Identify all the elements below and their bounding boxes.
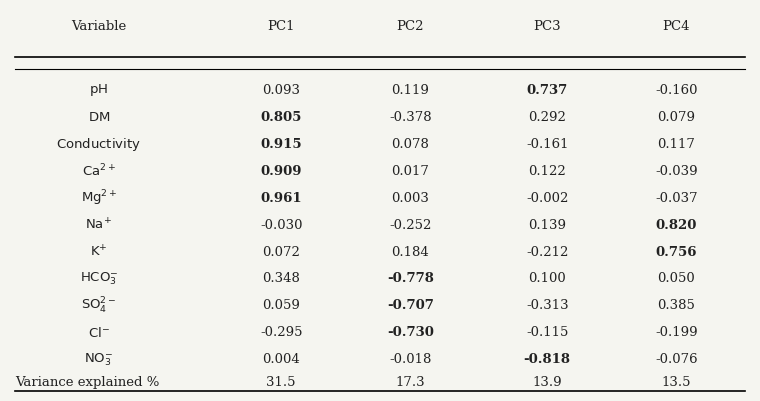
Text: $\mathrm{DM}$: $\mathrm{DM}$ xyxy=(87,111,110,124)
Text: $\mathrm{SO}_{4}^{2-}$: $\mathrm{SO}_{4}^{2-}$ xyxy=(81,295,116,315)
Text: 0.004: 0.004 xyxy=(262,352,300,365)
Text: 17.3: 17.3 xyxy=(396,375,425,388)
Text: 0.117: 0.117 xyxy=(657,138,695,150)
Text: -0.002: -0.002 xyxy=(526,191,568,204)
Text: 31.5: 31.5 xyxy=(267,375,296,388)
Text: -0.295: -0.295 xyxy=(260,326,302,338)
Text: 13.9: 13.9 xyxy=(533,375,562,388)
Text: -0.313: -0.313 xyxy=(526,299,568,312)
Text: -0.037: -0.037 xyxy=(655,191,698,204)
Text: $\mathrm{pH}$: $\mathrm{pH}$ xyxy=(89,82,109,98)
Text: 0.119: 0.119 xyxy=(391,84,429,97)
Text: $\mathrm{HCO}_{3}^{-}$: $\mathrm{HCO}_{3}^{-}$ xyxy=(80,270,118,287)
Text: 0.093: 0.093 xyxy=(262,84,300,97)
Text: 0.385: 0.385 xyxy=(657,299,695,312)
Text: -0.030: -0.030 xyxy=(260,218,302,231)
Text: $\mathrm{NO}_{3}^{-}$: $\mathrm{NO}_{3}^{-}$ xyxy=(84,350,113,367)
Text: 0.961: 0.961 xyxy=(261,191,302,204)
Text: 13.5: 13.5 xyxy=(662,375,691,388)
Text: $\mathrm{Na}^{+}$: $\mathrm{Na}^{+}$ xyxy=(85,217,112,232)
Text: 0.079: 0.079 xyxy=(657,111,695,124)
Text: PC4: PC4 xyxy=(663,20,690,32)
Text: -0.212: -0.212 xyxy=(526,245,568,258)
Text: 0.909: 0.909 xyxy=(261,164,302,177)
Text: -0.252: -0.252 xyxy=(389,218,432,231)
Text: PC3: PC3 xyxy=(534,20,561,32)
Text: $\mathrm{Mg}^{2+}$: $\mathrm{Mg}^{2+}$ xyxy=(81,188,117,207)
Text: Variable: Variable xyxy=(71,20,126,32)
Text: $\mathrm{Ca}^{2+}$: $\mathrm{Ca}^{2+}$ xyxy=(82,162,116,179)
Text: 0.059: 0.059 xyxy=(262,299,300,312)
Text: -0.818: -0.818 xyxy=(524,352,571,365)
Text: 0.139: 0.139 xyxy=(528,218,566,231)
Text: -0.707: -0.707 xyxy=(387,299,434,312)
Text: -0.778: -0.778 xyxy=(387,272,434,285)
Text: 0.805: 0.805 xyxy=(261,111,302,124)
Text: $\mathrm{Conductivity}$: $\mathrm{Conductivity}$ xyxy=(56,136,141,152)
Text: 0.756: 0.756 xyxy=(656,245,697,258)
Text: 0.072: 0.072 xyxy=(262,245,300,258)
Text: 0.003: 0.003 xyxy=(391,191,429,204)
Text: -0.115: -0.115 xyxy=(526,326,568,338)
Text: 0.078: 0.078 xyxy=(391,138,429,150)
Text: 0.915: 0.915 xyxy=(261,138,302,150)
Text: -0.199: -0.199 xyxy=(655,326,698,338)
Text: 0.737: 0.737 xyxy=(527,84,568,97)
Text: $\mathrm{K}^{+}$: $\mathrm{K}^{+}$ xyxy=(90,244,108,259)
Text: -0.160: -0.160 xyxy=(655,84,698,97)
Text: PC2: PC2 xyxy=(397,20,424,32)
Text: $\mathrm{Cl}^{-}$: $\mathrm{Cl}^{-}$ xyxy=(88,325,109,339)
Text: 0.348: 0.348 xyxy=(262,272,300,285)
Text: 0.820: 0.820 xyxy=(656,218,697,231)
Text: 0.017: 0.017 xyxy=(391,164,429,177)
Text: 0.100: 0.100 xyxy=(528,272,566,285)
Text: -0.161: -0.161 xyxy=(526,138,568,150)
Text: -0.018: -0.018 xyxy=(389,352,432,365)
Text: -0.378: -0.378 xyxy=(389,111,432,124)
Text: 0.292: 0.292 xyxy=(528,111,566,124)
Text: 0.122: 0.122 xyxy=(528,164,566,177)
Text: 0.050: 0.050 xyxy=(657,272,695,285)
Text: -0.039: -0.039 xyxy=(655,164,698,177)
Text: PC1: PC1 xyxy=(268,20,295,32)
Text: -0.076: -0.076 xyxy=(655,352,698,365)
Text: 0.184: 0.184 xyxy=(391,245,429,258)
Text: -0.730: -0.730 xyxy=(387,326,434,338)
Text: Variance explained %: Variance explained % xyxy=(15,375,160,388)
